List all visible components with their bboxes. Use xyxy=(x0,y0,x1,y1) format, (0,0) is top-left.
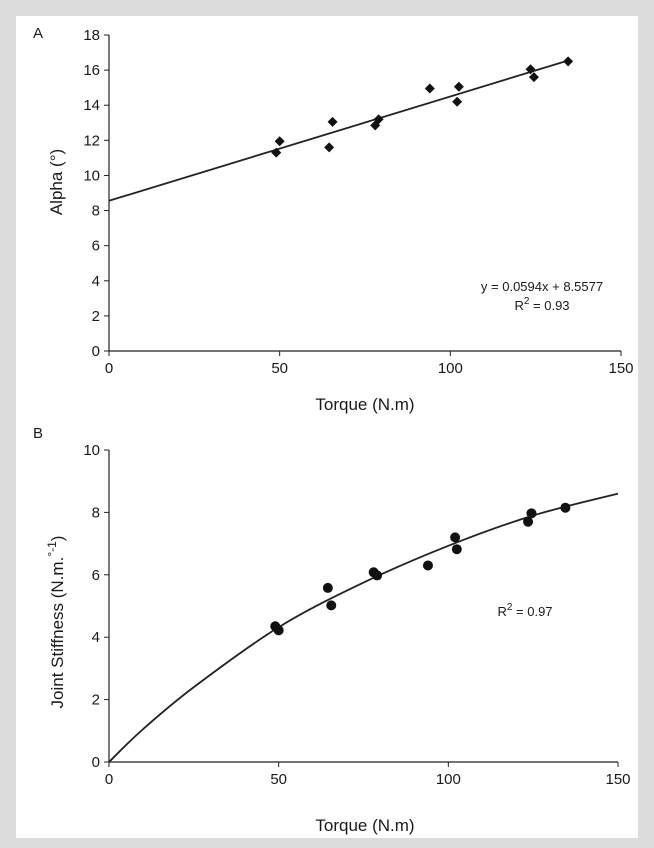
panel-b-data-point xyxy=(273,625,284,636)
panel-b-x-tick-label: 0 xyxy=(105,771,113,788)
panel-a-data-point xyxy=(525,64,536,75)
panel-b-fit-curve-path xyxy=(108,492,619,763)
panel-b-data-point xyxy=(326,600,337,611)
panel-a-y-tick-label: 16 xyxy=(83,62,100,79)
panel-b-y-tick-label: 2 xyxy=(92,692,100,709)
panel-a-data-point xyxy=(528,72,539,83)
panel-b-x-tick-label: 150 xyxy=(605,771,630,788)
panel-b-x-tick-label: 100 xyxy=(436,771,461,788)
panel-b-y-tick-label: 10 xyxy=(83,442,100,459)
panel-a-data-point xyxy=(271,147,282,158)
panel-a-y-tick-label: 8 xyxy=(92,203,100,220)
panel-b-y-tick-label: 4 xyxy=(92,629,100,646)
panel-b-data-point xyxy=(560,502,571,513)
panel-b-data-point xyxy=(322,582,333,593)
panel-b-letter: B xyxy=(33,425,43,442)
panel-a-data-point xyxy=(563,56,574,67)
panel-b-data-point xyxy=(523,516,534,527)
panel-b-fit-curve xyxy=(108,492,619,763)
panel-b-data-points xyxy=(270,502,571,636)
panel-a-data-point xyxy=(452,96,463,107)
panel-a-data-point xyxy=(274,136,285,147)
panel-a-data-point xyxy=(453,81,464,92)
panel-a-x-tick-label: 0 xyxy=(105,360,113,377)
panel-a-fit-line xyxy=(108,59,571,202)
panel-b-y-tick-label: 0 xyxy=(92,754,100,771)
panel-b-y-tick-label: 8 xyxy=(92,504,100,521)
panel-a-axes: 0 2 4 6 8 10 12 14 16 18 0 50 100 150 xyxy=(83,27,633,377)
panel-a-x-axis-title: Torque (N.m) xyxy=(315,395,414,414)
panel-a-y-tick-label: 0 xyxy=(92,343,100,360)
panel-b-data-point xyxy=(450,532,461,543)
panel-a-data-point xyxy=(327,116,338,127)
panel-a-y-tick-label: 10 xyxy=(83,167,100,184)
panel-a-y-tick-label: 12 xyxy=(83,132,100,149)
panel-b-data-point xyxy=(526,508,537,519)
panel-a-x-tick-label: 150 xyxy=(608,360,633,377)
panel-a-x-tick-label: 100 xyxy=(438,360,463,377)
panel-a-data-point xyxy=(424,83,435,94)
figure-panel: A 0 2 4 6 8 10 12 14 16 18 0 50 100 150 Torque (N.m) … xyxy=(16,16,638,838)
panel-a-x-tick-label: 50 xyxy=(271,360,288,377)
panel-a-regression-line xyxy=(108,59,571,202)
panel-a-data-point xyxy=(324,142,335,153)
panel-b-x-tick-label: 50 xyxy=(270,771,287,788)
panel-b-x-axis-title: Torque (N.m) xyxy=(315,816,414,835)
panel-a-y-tick-label: 4 xyxy=(92,273,100,290)
panel-b-data-point xyxy=(372,570,383,581)
panel-a-data-point xyxy=(373,114,384,125)
panel-b-y-axis-title: Joint Stiffness (N.m.°-1) xyxy=(45,536,67,709)
panel-a-letter: A xyxy=(33,25,43,42)
panel-b-data-point xyxy=(451,544,462,555)
panel-b-y-tick-label: 6 xyxy=(92,567,100,584)
panel-a-y-tick-label: 18 xyxy=(83,27,100,44)
panel-a-r-squared: R2 = 0.93 xyxy=(514,296,569,313)
panel-b-data-point xyxy=(422,560,433,571)
panel-b-r-squared: R2 = 0.97 xyxy=(497,602,552,619)
panel-a-y-axis-title: Alpha (°) xyxy=(47,149,66,215)
panel-a-y-tick-label: 2 xyxy=(92,308,100,325)
panel-a-y-tick-label: 6 xyxy=(92,238,100,255)
panel-a-y-tick-label: 14 xyxy=(83,97,100,114)
panel-a-equation: y = 0.0594x + 8.5577 xyxy=(481,279,603,294)
panel-a-data-points xyxy=(271,56,574,158)
